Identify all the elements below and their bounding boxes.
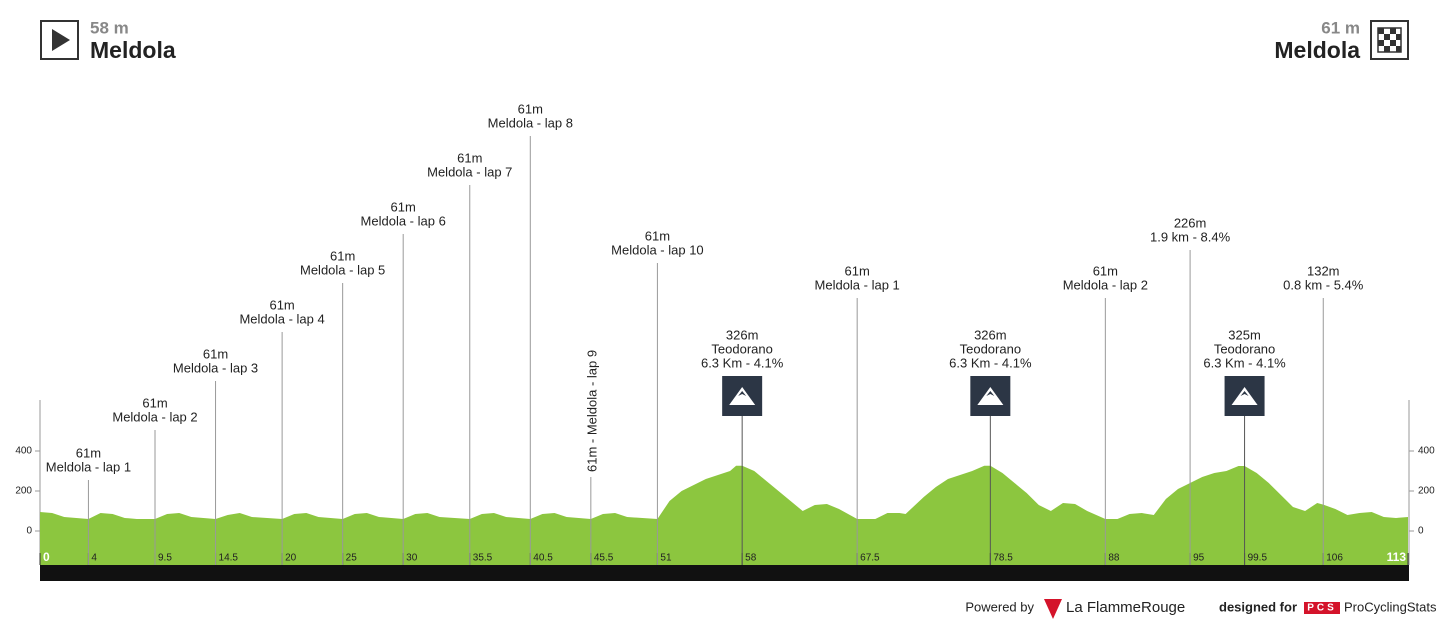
annotation-label: 1.9 km - 8.4% <box>1150 229 1231 244</box>
powered-by: Powered by <box>965 599 1034 614</box>
annotation-label: Meldola - lap 2 <box>112 409 197 424</box>
climb-peak <box>1240 391 1249 396</box>
annotation-label: 61m <box>269 297 294 312</box>
annotation-label: Teodorano <box>1214 341 1275 356</box>
y-tick-label: 400 <box>1418 446 1435 457</box>
annotation-label: 326m <box>974 327 1007 342</box>
x-tick-label: 51 <box>660 553 672 564</box>
annotation-label: 6.3 Km - 4.1% <box>701 355 784 370</box>
annotation-label: 6.3 Km - 4.1% <box>1203 355 1286 370</box>
x-tick-label: 88 <box>1108 553 1120 564</box>
x-tick-label: 4 <box>91 553 97 564</box>
annotation-label: 6.3 Km - 4.1% <box>949 355 1032 370</box>
annotation-label: 325m <box>1228 327 1261 342</box>
annotation-label: Meldola - lap 1 <box>815 277 900 292</box>
annotation-label: 61m <box>330 248 355 263</box>
pcs-badge-bg <box>1304 602 1340 614</box>
annotation-label: Teodorano <box>711 341 772 356</box>
annotation-label: 226m <box>1174 215 1207 230</box>
x-tick-label: 58 <box>745 553 757 564</box>
site-name: ProCyclingStats <box>1344 599 1437 614</box>
finish-icon <box>1370 20 1409 60</box>
climb-mountain <box>1231 387 1258 405</box>
annotation-label: Meldola - lap 8 <box>488 115 573 130</box>
climb-mountain <box>977 387 1004 405</box>
annotation-label: 61m <box>457 150 482 165</box>
annotation-label: 61m <box>1093 263 1118 278</box>
annotation-label: 326m <box>726 327 759 342</box>
x-tick-label: 99.5 <box>1248 553 1268 564</box>
annotation-label: Meldola - lap 1 <box>46 459 131 474</box>
y-tick-label: 200 <box>15 486 32 497</box>
x-tick-label: 9.5 <box>158 553 172 564</box>
x-tick-label: 35.5 <box>473 553 493 564</box>
annotation-label: Meldola - lap 2 <box>1063 277 1148 292</box>
annotation-label: Meldola - lap 3 <box>173 360 258 375</box>
y-tick-label: 200 <box>1418 486 1435 497</box>
start-elevation: 58 m <box>90 18 129 37</box>
base-bar <box>40 565 1409 581</box>
x-tick-label: 113 <box>1387 550 1407 564</box>
x-tick-label: 25 <box>346 553 358 564</box>
x-tick-label: 14.5 <box>219 553 239 564</box>
annotation-label: 0.8 km - 5.4% <box>1283 277 1364 292</box>
x-tick-label: 106 <box>1326 553 1343 564</box>
annotation-label: Teodorano <box>960 341 1021 356</box>
annotation-label: Meldola - lap 6 <box>361 213 446 228</box>
start-name: Meldola <box>90 37 176 63</box>
pcs-badge: PCS <box>1307 603 1337 614</box>
x-tick-label: 45.5 <box>594 553 614 564</box>
annotation-label: 61m <box>203 346 228 361</box>
climb-peak <box>986 391 995 396</box>
annotation-label: 61m <box>518 101 543 116</box>
annotation-label: Meldola - lap 7 <box>427 164 512 179</box>
brand: La FlammeRouge <box>1066 599 1185 616</box>
annotation-label: 61m - Meldola - lap 9 <box>584 350 599 472</box>
designed-for: designed for <box>1219 599 1297 614</box>
x-tick-label: 95 <box>1193 553 1205 564</box>
finish-name: Meldola <box>1274 37 1360 63</box>
annotation-label: 61m <box>76 445 101 460</box>
annotation-label: 61m <box>142 395 167 410</box>
finish-elevation: 61 m <box>1321 18 1360 37</box>
brand-logo <box>1044 599 1062 619</box>
y-tick-label: 0 <box>1418 526 1424 537</box>
annotation-label: 61m <box>845 263 870 278</box>
elevation-area <box>40 465 1408 565</box>
footer: Powered by La FlammeRouge designed for P… <box>965 599 1437 619</box>
x-tick-label: 78.5 <box>993 553 1013 564</box>
annotation-label: 132m <box>1307 263 1340 278</box>
climb-mountain <box>729 387 756 405</box>
x-tick-label: 30 <box>406 553 418 564</box>
y-tick-label: 0 <box>26 526 32 537</box>
annotation-label: Meldola - lap 10 <box>611 242 704 257</box>
x-tick-label: 0 <box>43 550 50 564</box>
climb-peak <box>738 391 747 396</box>
x-tick-label: 40.5 <box>533 553 553 564</box>
x-tick-label: 20 <box>285 553 297 564</box>
annotation-label: 61m <box>645 228 670 243</box>
y-tick-label: 400 <box>15 446 32 457</box>
annotation-label: 61m <box>391 199 416 214</box>
annotation-label: Meldola - lap 5 <box>300 262 385 277</box>
start-icon <box>40 20 79 60</box>
annotation-label: Meldola - lap 4 <box>239 311 324 326</box>
x-tick-label: 67.5 <box>860 553 880 564</box>
